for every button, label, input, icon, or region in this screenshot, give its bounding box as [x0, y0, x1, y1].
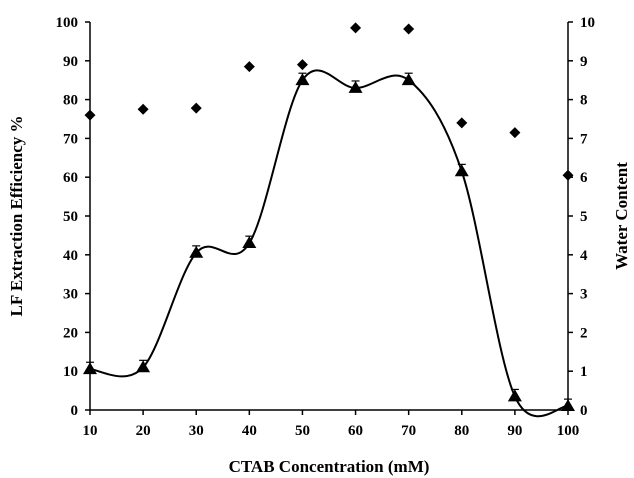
left-y-tick-label: 90: [63, 54, 78, 70]
right-y-tick-label: 2: [580, 325, 588, 341]
x-tick-label: 100: [557, 423, 580, 439]
left-y-tick-label: 80: [63, 93, 78, 109]
left-y-tick-label: 40: [63, 248, 78, 264]
x-tick-label: 50: [295, 423, 310, 439]
axes: [89, 22, 569, 411]
diamond-marker: [403, 23, 415, 35]
ticks: 10 20 30 40 50 60 70 80 90 1000102030405060708090…: [56, 15, 596, 439]
left-y-tick-label: 60: [63, 170, 78, 186]
extraction-efficiency-series: [83, 69, 575, 418]
right-y-tick-label: 5: [580, 209, 588, 225]
right-y-tick-label: 3: [580, 287, 588, 303]
right-y-tick-label: 10: [580, 15, 595, 31]
right-y-tick-label: 1: [580, 364, 588, 380]
triangle-marker: [242, 236, 257, 249]
x-axis-title: CTAB Concentration (mM): [229, 457, 430, 476]
triangle-marker: [136, 360, 151, 373]
x-tick-label: 20: [136, 423, 151, 439]
diamond-marker: [456, 117, 468, 129]
x-tick-label: 70: [401, 423, 416, 439]
triangle-marker: [295, 73, 310, 86]
triangle-marker: [507, 389, 522, 402]
x-tick-label: 60: [348, 423, 363, 439]
triangle-marker: [189, 245, 204, 258]
x-tick-label: 30: [189, 423, 204, 439]
triangle-marker: [561, 399, 575, 412]
right-y-tick-label: 7: [580, 131, 588, 147]
diamond-marker: [350, 22, 362, 34]
x-tick-label: 80: [454, 423, 469, 439]
x-tick-label: 90: [507, 423, 522, 439]
right-y-tick-label: 0: [580, 403, 588, 419]
left-y-tick-label: 20: [63, 325, 78, 341]
diamond-marker: [509, 127, 521, 139]
right-y-tick-label: 8: [580, 93, 588, 109]
diamond-marker: [137, 103, 149, 115]
right-y-tick-label: 6: [580, 170, 588, 186]
left-y-axis-title: LF Extraction Efficiency %: [7, 116, 26, 317]
left-y-tick-label: 10: [63, 364, 78, 380]
water-content-series: [84, 22, 574, 181]
x-tick-label: 10: [83, 423, 98, 439]
left-y-tick-label: 70: [63, 131, 78, 147]
left-y-tick-label: 100: [56, 15, 79, 31]
triangle-marker: [83, 362, 97, 375]
right-y-tick-label: 4: [580, 248, 588, 264]
triangle-marker: [348, 80, 363, 93]
diamond-marker: [243, 61, 255, 73]
triangle-marker: [401, 73, 416, 86]
diamond-marker: [190, 102, 202, 114]
left-y-tick-label: 50: [63, 209, 78, 225]
left-y-tick-label: 30: [63, 287, 78, 303]
diamond-marker: [84, 109, 96, 121]
right-y-axis-title: Water Content: [612, 162, 631, 270]
diamond-marker: [562, 169, 574, 181]
right-y-tick-label: 9: [580, 54, 588, 70]
left-y-tick-label: 0: [71, 403, 79, 419]
x-tick-label: 40: [242, 423, 257, 439]
extraction-efficiency-line: [89, 69, 569, 418]
diamond-marker: [296, 59, 308, 71]
triangle-marker: [454, 164, 469, 177]
